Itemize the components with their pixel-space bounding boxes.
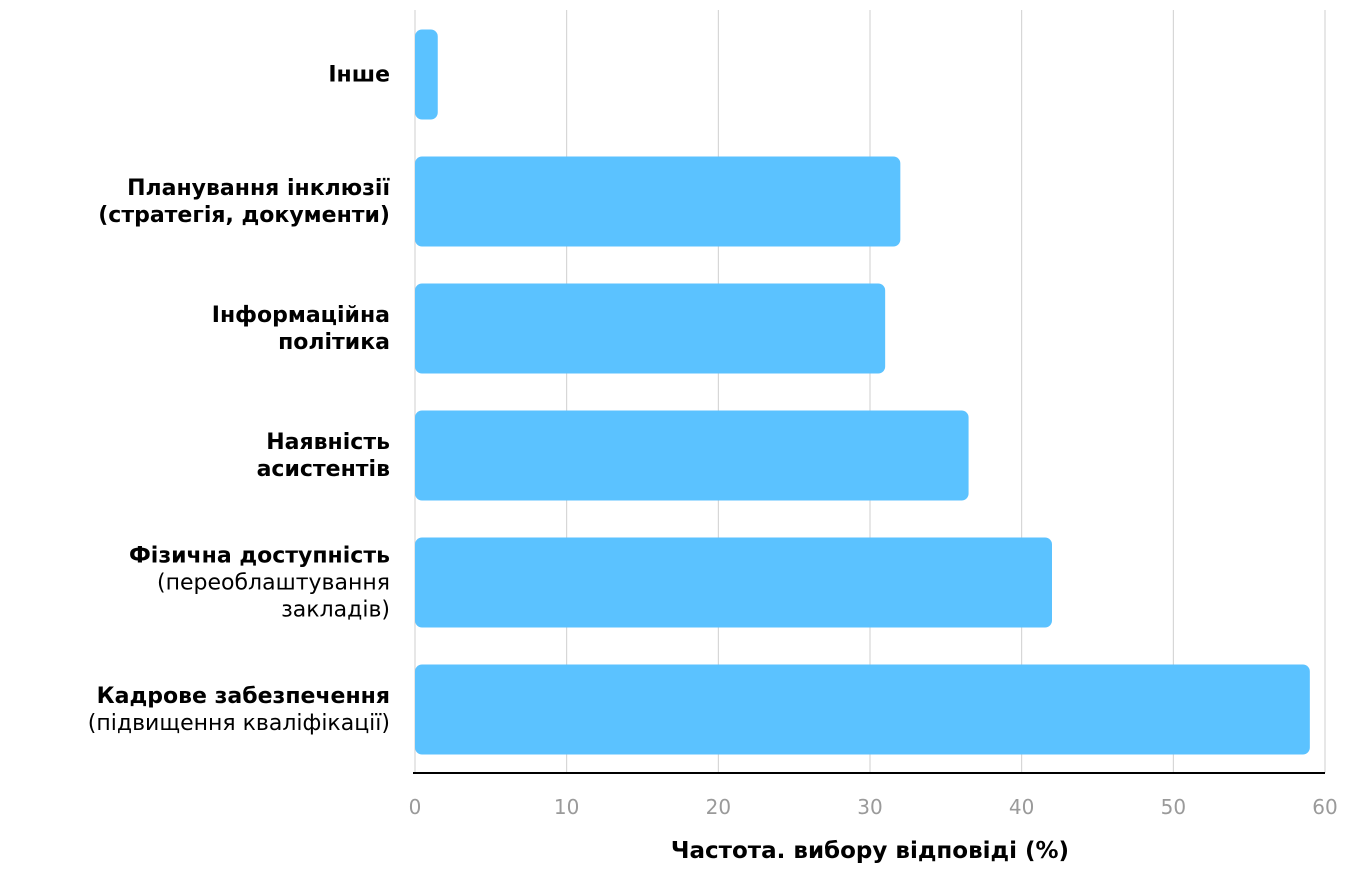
category-label: Інформаційна політика <box>212 302 390 356</box>
x-tick-label: 20 <box>705 795 732 819</box>
category-label-bold: Кадрове забезпечення <box>96 683 390 709</box>
category-label: Планування інклюзії (стратегія, документи… <box>98 175 390 229</box>
category-label: Інше <box>328 61 390 88</box>
bar <box>415 410 969 501</box>
category-label-bold: Фізична доступність <box>128 543 390 568</box>
category-label-bold: Наявність асистентів <box>256 429 390 482</box>
category-label: Кадрове забезпечення (підвищення кваліфік… <box>88 683 390 737</box>
x-axis-title: Частота. вибору відповіді (%) <box>670 838 1070 864</box>
category-label-bold: Планування інклюзії (стратегія, документи… <box>98 175 390 228</box>
x-tick-label: 0 <box>408 795 422 819</box>
category-label-note: (підвищення кваліфікації) <box>87 710 390 736</box>
bar <box>415 537 1052 628</box>
x-tick-label: 30 <box>857 795 883 819</box>
x-tick-label: 10 <box>553 795 580 819</box>
x-tick-label: 50 <box>1160 795 1187 819</box>
x-tick-label: 60 <box>1312 795 1338 819</box>
category-label-bold: Інформаційна політика <box>211 302 390 355</box>
bar <box>415 283 886 374</box>
category-label-note: (переоблаштування закладів) <box>157 570 390 622</box>
bar <box>415 156 901 247</box>
bar <box>415 664 1310 755</box>
bar <box>415 29 438 120</box>
x-tick-label: 40 <box>1008 795 1035 819</box>
category-label: Наявність асистентів <box>257 429 390 483</box>
category-label: Фізична доступність (переоблаштування закл… <box>129 542 390 623</box>
category-label-bold: Інше <box>328 62 390 87</box>
